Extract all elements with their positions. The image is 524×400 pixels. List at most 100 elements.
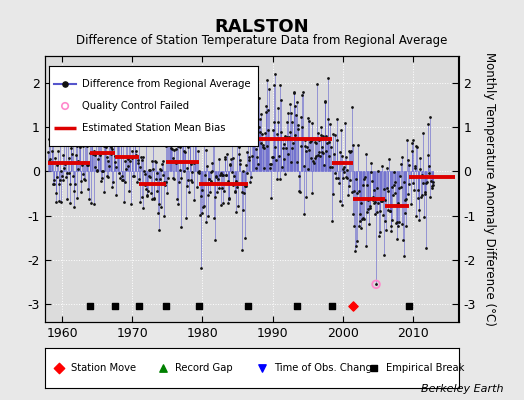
Point <box>352 176 361 182</box>
Point <box>241 182 249 189</box>
Point <box>360 216 368 222</box>
Point <box>139 205 148 211</box>
Text: Difference of Station Temperature Data from Regional Average: Difference of Station Temperature Data f… <box>77 34 447 47</box>
Point <box>313 130 322 136</box>
Point <box>46 114 54 120</box>
Point <box>118 172 126 179</box>
Point <box>86 150 94 157</box>
Point <box>391 179 399 185</box>
Point <box>201 181 209 188</box>
Point <box>262 108 270 115</box>
Point <box>77 178 85 185</box>
Point <box>62 170 71 176</box>
Point <box>226 162 235 168</box>
Point <box>221 154 229 160</box>
Point <box>92 125 100 131</box>
Point <box>246 179 255 186</box>
Point <box>251 136 259 143</box>
Point <box>307 138 315 144</box>
Point <box>141 142 150 149</box>
Point <box>194 169 202 176</box>
Point <box>68 150 76 157</box>
Point <box>307 155 315 162</box>
Point <box>161 179 170 185</box>
Point <box>188 169 196 176</box>
Point <box>358 182 367 188</box>
Point <box>349 211 357 217</box>
Point <box>303 166 312 173</box>
Point <box>69 133 77 140</box>
Point <box>368 194 377 200</box>
Point <box>159 171 168 178</box>
Point <box>253 138 261 145</box>
Point <box>202 219 211 226</box>
Point <box>79 143 87 150</box>
Point <box>281 133 289 139</box>
Point <box>320 99 329 106</box>
Point <box>423 152 432 158</box>
Point <box>264 126 272 133</box>
Point <box>416 166 424 172</box>
Point <box>303 144 311 150</box>
Point <box>72 152 80 158</box>
Point <box>292 112 300 118</box>
Point <box>419 179 428 186</box>
Point <box>399 237 407 243</box>
Point <box>211 236 219 243</box>
Point <box>119 176 128 183</box>
Point <box>138 154 147 160</box>
Point <box>347 103 356 110</box>
Point <box>392 218 401 225</box>
Point <box>177 224 185 231</box>
Point <box>220 188 228 194</box>
Point <box>189 127 197 134</box>
Point <box>316 132 325 138</box>
Point <box>47 124 56 130</box>
Point <box>330 170 339 176</box>
Point <box>383 165 391 172</box>
Point <box>267 195 276 201</box>
Point <box>268 154 277 160</box>
Point <box>356 210 365 217</box>
Point <box>59 177 68 184</box>
Point <box>125 135 133 142</box>
Point <box>319 150 328 156</box>
Point <box>101 140 110 146</box>
Point <box>286 128 294 135</box>
Point <box>199 204 207 210</box>
Point <box>369 197 377 204</box>
Point <box>333 136 342 143</box>
Point <box>94 119 103 125</box>
Point <box>232 178 240 184</box>
Point <box>200 133 208 140</box>
Point <box>120 199 128 206</box>
Point <box>289 140 297 146</box>
Point <box>61 103 69 109</box>
Point <box>213 176 222 182</box>
Point <box>354 142 362 148</box>
Point <box>122 166 130 172</box>
Point <box>380 197 389 204</box>
Point <box>81 176 89 183</box>
Point <box>85 130 94 136</box>
Point <box>293 126 302 132</box>
Point <box>398 220 407 227</box>
Point <box>304 115 312 122</box>
Point <box>429 182 438 189</box>
Point <box>179 142 187 149</box>
Point <box>54 147 62 154</box>
Point <box>230 173 238 180</box>
Point <box>353 190 361 196</box>
Point <box>238 188 246 195</box>
Point <box>169 175 177 182</box>
Point <box>244 303 252 310</box>
Point <box>163 174 172 181</box>
Point <box>336 148 345 155</box>
Point <box>182 165 191 172</box>
Point <box>323 75 332 81</box>
Point <box>115 112 124 118</box>
Point <box>420 214 428 220</box>
Point <box>267 161 275 168</box>
Point <box>249 91 257 98</box>
Point <box>372 281 380 288</box>
